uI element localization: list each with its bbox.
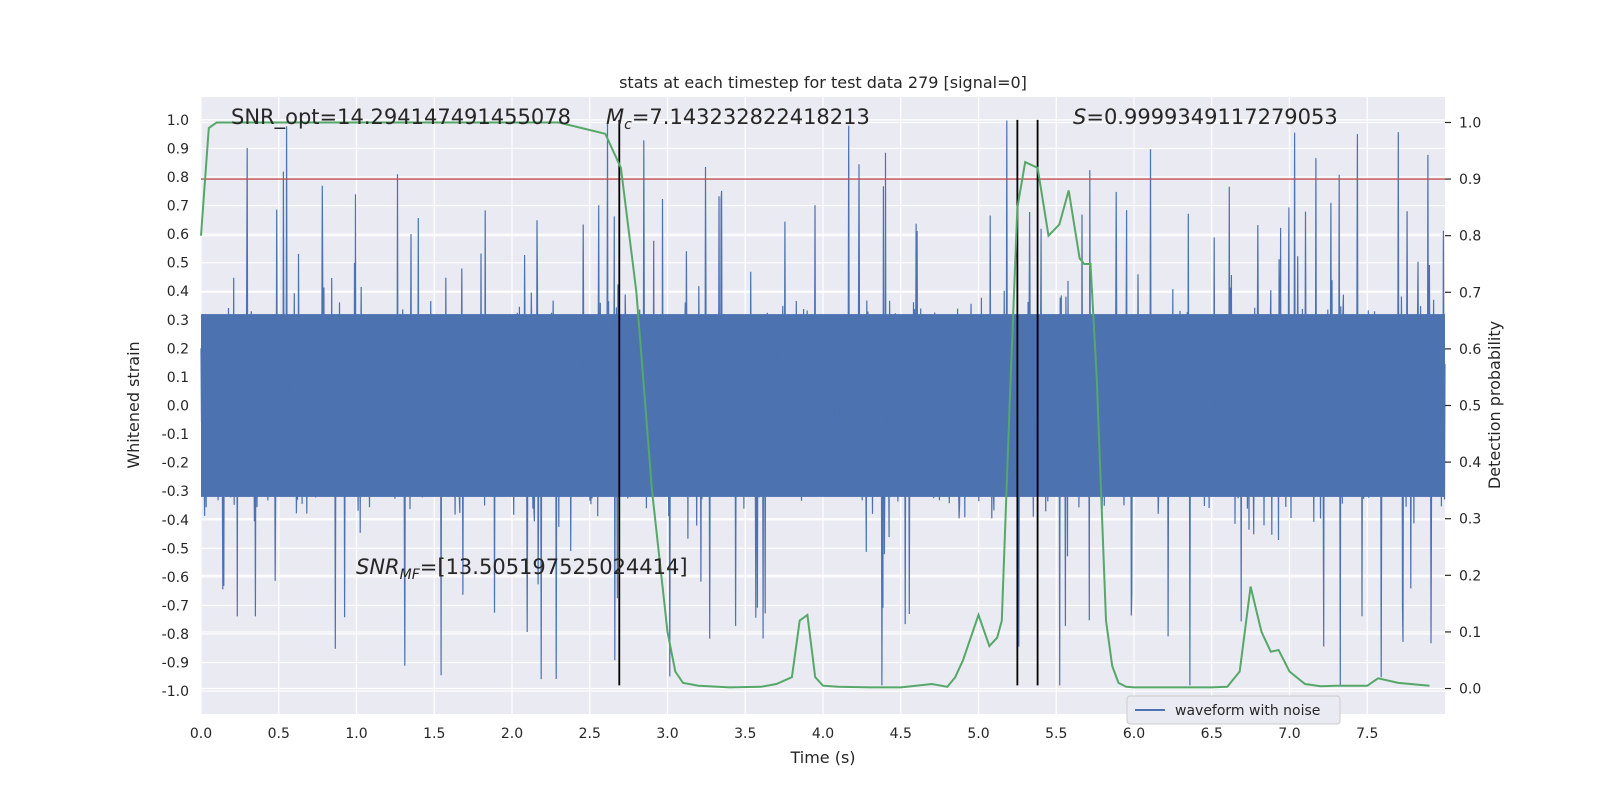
x-tick-label: 7.0 [1278, 726, 1300, 742]
legend: waveform with noise [1126, 695, 1341, 725]
right-y-tick-label: 0.3 [1459, 512, 1481, 528]
x-tick-label: 6.0 [1123, 726, 1145, 742]
chirp-mass-value: =7.143232822418213 [632, 105, 870, 129]
waveform-with-noise-series [200, 120, 1446, 686]
y-tick-label: 0.2 [167, 341, 189, 357]
right-y-tick-labels: 1.0 0.9 0.8 0.7 0.6 0.5 0.4 0.3 0.2 0.1 0.0 [1445, 115, 1481, 698]
x-tick-label: 0.5 [268, 726, 290, 742]
y-tick-label: -0.6 [162, 570, 189, 586]
y-tick-label: -0.7 [162, 598, 189, 614]
snr-opt-annotation: SNR_opt=14.294147491455078 [231, 105, 571, 130]
x-tick-label: 4.5 [890, 726, 912, 742]
x-tick-label: 1.0 [345, 726, 367, 742]
y-tick-label: 0.9 [167, 141, 189, 157]
x-tick-label: 2.0 [501, 726, 523, 742]
y-axis-label: Whitened strain [124, 341, 143, 468]
right-y-tick-label: 0.1 [1459, 625, 1481, 641]
right-y-tick-label: 0.5 [1459, 399, 1481, 415]
x-tick-labels: 0.0 0.5 1.0 1.5 2.0 2.5 3.0 3.5 4.0 4.5 5.0 5.5 6.0 6… [190, 726, 1379, 742]
right-y-tick-label: 0.7 [1459, 285, 1481, 301]
x-tick-label: 1.5 [423, 726, 445, 742]
y-tick-label: 0.3 [167, 313, 189, 329]
right-y-axis-label: Detection probability [1485, 321, 1504, 489]
x-tick-label: 5.5 [1045, 726, 1067, 742]
y-tick-label: 0.0 [167, 399, 189, 415]
right-y-tick-label: 0.6 [1459, 342, 1481, 358]
right-y-tick-label: 0.9 [1459, 172, 1481, 188]
legend-box [1126, 695, 1341, 725]
y-tick-label: 0.4 [167, 284, 189, 300]
y-tick-label: -0.5 [162, 541, 189, 557]
noise-trace [200, 120, 1446, 686]
x-tick-label: 3.0 [656, 726, 678, 742]
chirp-mass-subscript: c [624, 117, 632, 133]
detection-probability-series [200, 121, 1430, 689]
x-tick-label: 7.5 [1356, 726, 1378, 742]
y-tick-label: 0.7 [167, 199, 189, 215]
right-y-tick-label: 0.2 [1459, 568, 1481, 584]
y-tick-label: -1.0 [162, 684, 189, 700]
y-tick-label: 0.8 [167, 170, 189, 186]
right-y-tick-label: 0.4 [1459, 455, 1481, 471]
y-tick-label: -0.9 [162, 656, 189, 672]
x-tick-label: 3.5 [734, 726, 756, 742]
right-y-tick-label: 1.0 [1459, 115, 1481, 131]
x-tick-label: 6.5 [1201, 726, 1223, 742]
y-tick-labels: 1.0 0.9 0.8 0.7 0.6 0.5 0.4 0.3 0.2 0.1 0.0 -0.1 -0.… [162, 113, 189, 700]
y-tick-label: 0.1 [167, 370, 189, 386]
s-symbol: S [1073, 105, 1086, 129]
snr-mf-value: =[13.505197525024414] [420, 555, 688, 579]
y-tick-label: 0.5 [167, 256, 189, 272]
s-value: =0.9999349117279053 [1086, 105, 1337, 129]
legend-label: waveform with noise [1175, 703, 1320, 719]
x-tick-label: 5.0 [967, 726, 989, 742]
x-tick-label: 2.5 [579, 726, 601, 742]
snr-mf-symbol: SNR [356, 555, 400, 579]
snr-mf-annotation: SNRMF=[13.505197525024414] [356, 555, 688, 583]
right-y-tick-label: 0.8 [1459, 229, 1481, 245]
x-tick-label: 4.0 [812, 726, 834, 742]
y-tick-label: -0.4 [162, 513, 189, 529]
s-statistic-annotation: S=0.9999349117279053 [1073, 105, 1338, 129]
chirp-mass-annotation: Mc=7.143232822418213 [606, 105, 870, 133]
y-tick-label: 1.0 [167, 113, 189, 129]
x-axis-label: Time (s) [789, 748, 855, 767]
y-tick-label: -0.1 [162, 427, 189, 443]
chart-title: stats at each timestep for test data 279… [619, 73, 1027, 92]
y-tick-label: -0.8 [162, 627, 189, 643]
y-tick-label: -0.3 [162, 484, 189, 500]
chirp-mass-symbol: M [606, 105, 624, 129]
y-tick-label: -0.2 [162, 456, 189, 472]
snr-mf-subscript: MF [400, 567, 421, 583]
x-tick-label: 0.0 [190, 726, 212, 742]
right-y-tick-label: 0.0 [1459, 682, 1481, 698]
y-tick-label: 0.6 [167, 227, 189, 243]
